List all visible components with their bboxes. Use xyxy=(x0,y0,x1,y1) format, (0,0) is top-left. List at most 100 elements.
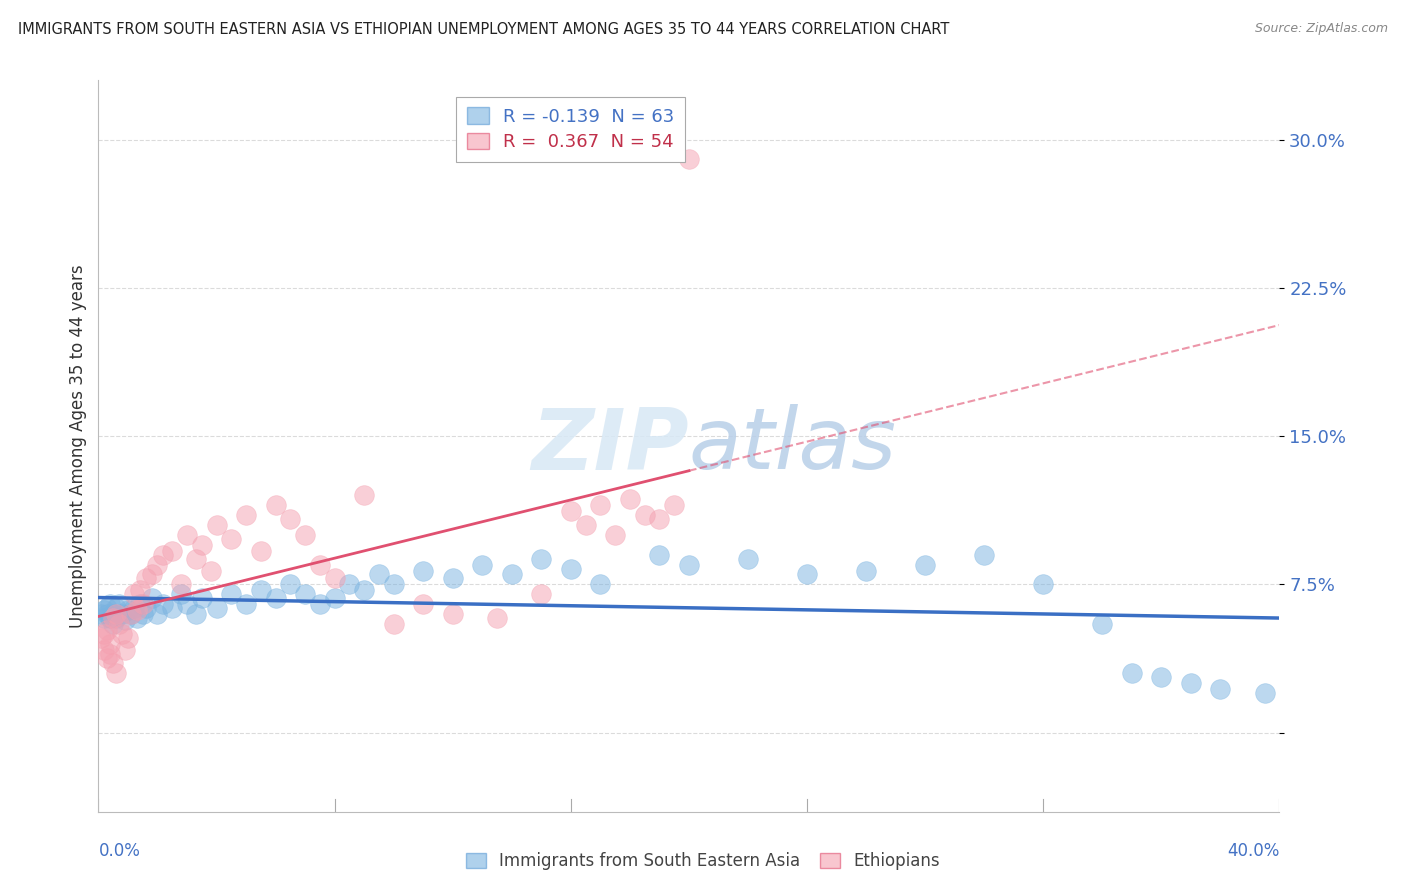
Point xyxy=(90,631,112,645)
Point xyxy=(120,607,142,621)
Point xyxy=(294,528,316,542)
Point xyxy=(170,587,193,601)
Y-axis label: Unemployment Among Ages 35 to 44 years: Unemployment Among Ages 35 to 44 years xyxy=(69,264,87,628)
Point xyxy=(309,597,332,611)
Point xyxy=(93,603,115,617)
Point xyxy=(339,577,361,591)
Point xyxy=(117,603,139,617)
Point xyxy=(98,611,121,625)
Point xyxy=(93,642,115,657)
Point xyxy=(146,607,169,621)
Point xyxy=(575,518,598,533)
Point xyxy=(250,583,273,598)
Point xyxy=(589,577,612,591)
Point xyxy=(634,508,657,523)
Point xyxy=(264,498,287,512)
Point xyxy=(323,591,346,606)
Point xyxy=(1209,682,1232,697)
Point xyxy=(294,587,316,601)
Point xyxy=(1032,577,1054,591)
Point xyxy=(98,637,121,651)
Point xyxy=(141,591,163,606)
Point xyxy=(737,551,759,566)
Point xyxy=(191,591,214,606)
Point xyxy=(191,538,214,552)
Point xyxy=(108,597,131,611)
Point xyxy=(162,543,183,558)
Point xyxy=(141,567,163,582)
Point xyxy=(96,650,118,665)
Point xyxy=(105,611,128,625)
Point xyxy=(382,616,405,631)
Point xyxy=(135,601,157,615)
Point xyxy=(235,597,257,611)
Point xyxy=(486,611,509,625)
Point xyxy=(530,587,553,601)
Point xyxy=(353,488,375,502)
Point xyxy=(176,528,198,542)
Point xyxy=(560,504,582,518)
Point xyxy=(117,631,139,645)
Point xyxy=(973,548,995,562)
Legend: Immigrants from South Eastern Asia, Ethiopians: Immigrants from South Eastern Asia, Ethi… xyxy=(460,846,946,877)
Point xyxy=(111,607,134,621)
Point xyxy=(135,571,157,585)
Point xyxy=(96,607,118,621)
Point xyxy=(162,601,183,615)
Point xyxy=(619,492,641,507)
Point xyxy=(605,528,627,542)
Legend: R = -0.139  N = 63, R =  0.367  N = 54: R = -0.139 N = 63, R = 0.367 N = 54 xyxy=(457,96,685,162)
Point xyxy=(221,587,243,601)
Point xyxy=(90,607,112,621)
Point xyxy=(125,603,148,617)
Point xyxy=(235,508,257,523)
Point xyxy=(368,567,391,582)
Point xyxy=(93,627,115,641)
Point xyxy=(1180,676,1202,690)
Point xyxy=(98,597,121,611)
Point xyxy=(105,607,128,621)
Point xyxy=(120,607,142,621)
Point xyxy=(114,613,136,627)
Text: ZIP: ZIP xyxy=(531,404,689,488)
Point xyxy=(205,518,228,533)
Point xyxy=(280,577,302,591)
Point xyxy=(678,558,700,572)
Text: atlas: atlas xyxy=(689,404,897,488)
Point xyxy=(412,564,434,578)
Point xyxy=(128,597,150,611)
Point xyxy=(309,558,332,572)
Point xyxy=(93,611,115,625)
Point xyxy=(1091,616,1114,631)
Point xyxy=(146,558,169,572)
Point xyxy=(98,647,121,661)
Point xyxy=(441,571,464,585)
Point xyxy=(128,583,150,598)
Point xyxy=(105,666,128,681)
Point xyxy=(205,601,228,615)
Point xyxy=(589,498,612,512)
Point xyxy=(914,558,936,572)
Point xyxy=(103,616,125,631)
Point xyxy=(250,543,273,558)
Point xyxy=(114,642,136,657)
Point xyxy=(648,548,671,562)
Text: Source: ZipAtlas.com: Source: ZipAtlas.com xyxy=(1254,22,1388,36)
Point xyxy=(152,548,174,562)
Point xyxy=(1150,670,1173,684)
Point xyxy=(664,498,686,512)
Point xyxy=(264,591,287,606)
Point xyxy=(96,601,118,615)
Point xyxy=(501,567,523,582)
Point xyxy=(353,583,375,598)
Point xyxy=(170,577,193,591)
Text: IMMIGRANTS FROM SOUTH EASTERN ASIA VS ETHIOPIAN UNEMPLOYMENT AMONG AGES 35 TO 44: IMMIGRANTS FROM SOUTH EASTERN ASIA VS ET… xyxy=(18,22,949,37)
Point xyxy=(96,623,118,637)
Point xyxy=(412,597,434,611)
Point xyxy=(184,607,207,621)
Point xyxy=(105,601,128,615)
Point xyxy=(323,571,346,585)
Point xyxy=(382,577,405,591)
Text: 40.0%: 40.0% xyxy=(1227,842,1279,860)
Point xyxy=(122,601,145,615)
